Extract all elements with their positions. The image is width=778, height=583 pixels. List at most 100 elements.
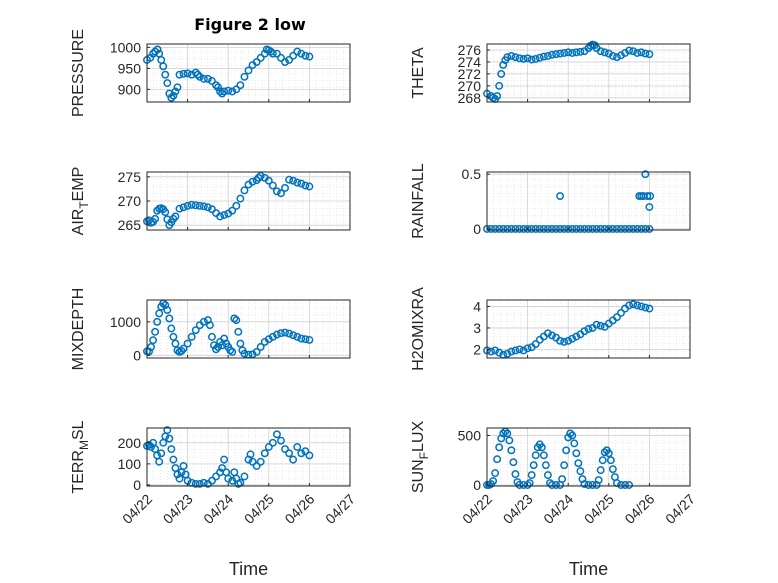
data-point	[511, 53, 520, 62]
y-axis-label: SUNFLUX	[410, 421, 431, 494]
data-point	[224, 474, 233, 483]
data-point	[208, 332, 216, 341]
data-point	[151, 214, 160, 223]
data-point	[147, 342, 156, 351]
data-point	[183, 339, 192, 348]
data-point	[228, 476, 237, 485]
data-point	[629, 300, 638, 309]
data-point	[218, 89, 227, 98]
data-point	[617, 481, 625, 489]
data-point	[264, 176, 273, 185]
data-point	[507, 52, 516, 60]
data-point	[592, 320, 601, 329]
data-point	[564, 48, 573, 57]
data-point	[147, 443, 156, 451]
data-point	[226, 346, 235, 355]
data-point	[252, 462, 261, 470]
data-point	[240, 72, 249, 81]
panel-h2omixra: 2 3 4 H2OMIXRA	[410, 287, 691, 371]
data-point	[210, 341, 218, 350]
data-point	[169, 455, 178, 464]
y-tick-label: 2	[473, 341, 481, 357]
data-point	[600, 48, 609, 57]
data-point	[645, 50, 654, 59]
data-point	[641, 224, 650, 233]
data-point	[566, 429, 575, 438]
data-point	[576, 467, 585, 476]
y-tick-label: 270	[458, 78, 482, 94]
data-point	[523, 481, 532, 489]
data-point	[641, 49, 650, 58]
data-point	[293, 443, 302, 451]
data-point	[165, 434, 174, 443]
data-point	[171, 212, 180, 221]
x-tick-label: 04/27	[322, 491, 358, 527]
data-point	[535, 224, 544, 233]
data-point	[305, 182, 314, 191]
data-point	[568, 224, 577, 233]
data-point	[608, 465, 617, 474]
data-point	[220, 87, 229, 96]
data-point	[199, 74, 208, 83]
x-tick-label: 04/25	[241, 491, 277, 527]
axes-box	[486, 171, 691, 231]
data-point	[564, 336, 573, 345]
y-tick-label: 0	[473, 221, 481, 237]
data-point	[531, 451, 540, 460]
data-point	[507, 446, 516, 455]
data-point	[214, 83, 223, 92]
data-point	[256, 53, 265, 62]
y-tick-label: 1000	[110, 314, 141, 330]
axes-box	[146, 427, 351, 487]
data-point	[491, 469, 500, 478]
data-point	[212, 472, 220, 481]
data-point	[187, 332, 196, 341]
y-tick-label: 0	[133, 477, 141, 493]
data-point	[240, 472, 249, 481]
data-point	[208, 205, 216, 214]
data-point	[523, 344, 532, 353]
x-tick-label: 04/26	[281, 491, 317, 527]
data-point	[301, 51, 310, 60]
data-point	[495, 443, 504, 452]
data-point	[584, 481, 593, 489]
data-point	[539, 52, 548, 61]
data-point	[519, 346, 528, 355]
data-point	[191, 68, 200, 77]
data-point	[556, 336, 565, 345]
x-tick-label: 04/25	[581, 491, 617, 527]
data-point	[548, 481, 556, 489]
data-point	[155, 457, 164, 466]
data-point	[248, 457, 257, 466]
data-point	[588, 224, 597, 233]
data-point	[248, 177, 257, 186]
data-point	[568, 431, 577, 440]
data-point	[301, 335, 310, 344]
data-point	[153, 317, 162, 326]
data-point	[281, 58, 289, 67]
data-point	[205, 321, 214, 330]
data-point	[527, 55, 536, 64]
data-point	[543, 471, 552, 480]
data-point	[169, 332, 178, 341]
data-point	[151, 327, 160, 336]
axes-box	[486, 299, 691, 359]
data-point	[527, 224, 536, 233]
data-point	[580, 327, 589, 336]
data-point	[252, 348, 261, 356]
data-point	[612, 224, 621, 233]
data-point	[191, 326, 200, 335]
data-point	[641, 303, 650, 312]
data-point	[277, 189, 285, 198]
data-point	[179, 462, 188, 470]
data-point	[560, 337, 569, 346]
data-point	[637, 224, 646, 233]
data-point	[643, 192, 652, 201]
y-axis-label: PRESSURE	[70, 29, 87, 117]
data-point	[228, 206, 237, 215]
data-point	[187, 200, 196, 209]
data-point	[645, 203, 654, 211]
data-point	[507, 224, 516, 233]
y-tick-label: 272	[458, 66, 482, 82]
